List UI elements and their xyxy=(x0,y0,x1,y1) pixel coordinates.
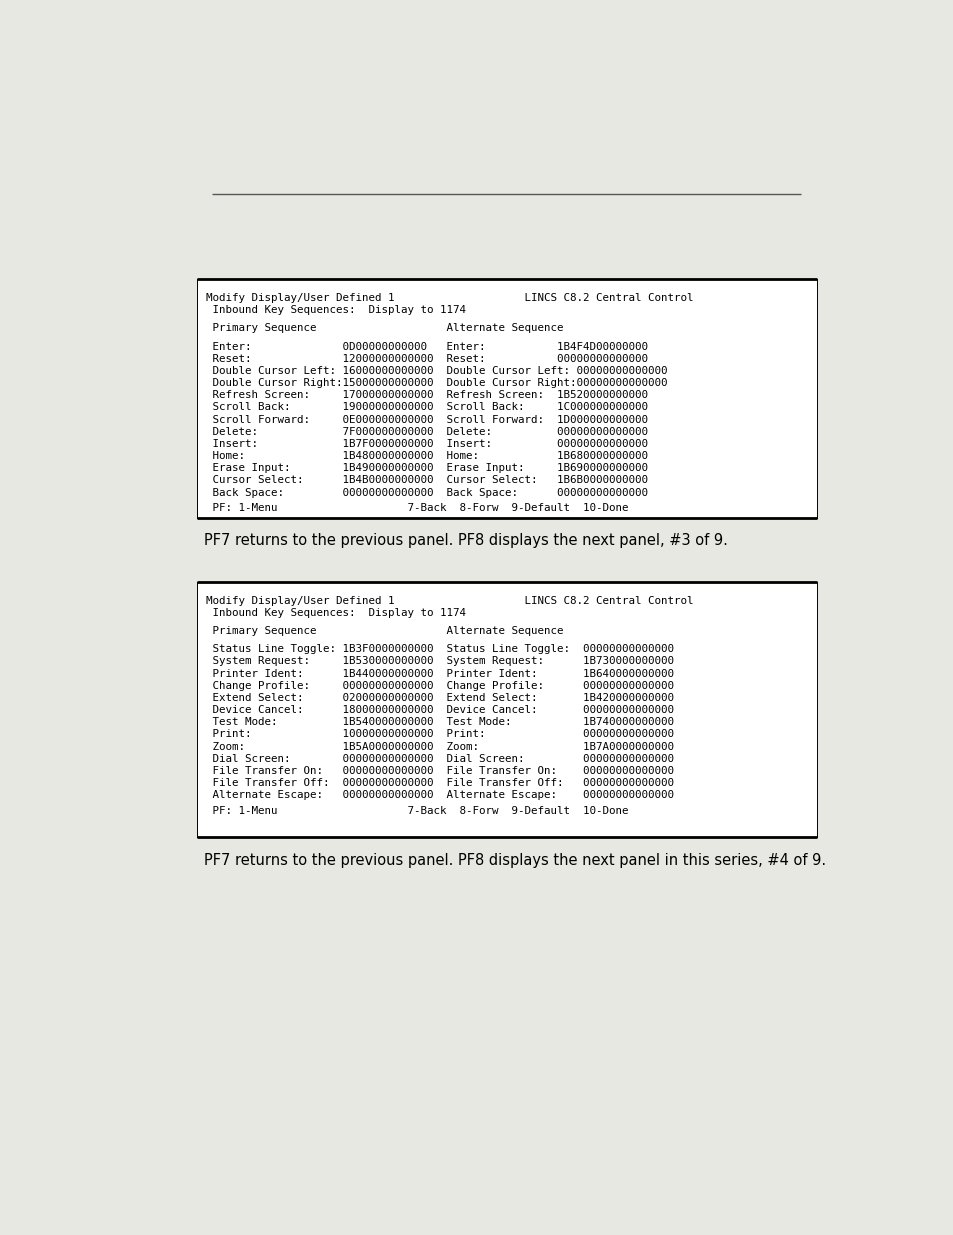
Text: Double Cursor Right:15000000000000  Double Cursor Right:00000000000000: Double Cursor Right:15000000000000 Doubl… xyxy=(206,378,667,388)
Text: Insert:             1B7F0000000000  Insert:          00000000000000: Insert: 1B7F0000000000 Insert: 000000000… xyxy=(206,438,647,450)
Text: Scroll Forward:     0E000000000000  Scroll Forward:  1D000000000000: Scroll Forward: 0E000000000000 Scroll Fo… xyxy=(206,415,647,425)
Text: Primary Sequence                    Alternate Sequence: Primary Sequence Alternate Sequence xyxy=(206,626,563,636)
Text: Zoom:               1B5A0000000000  Zoom:                1B7A0000000000: Zoom: 1B5A0000000000 Zoom: 1B7A000000000… xyxy=(206,741,674,752)
Text: System Request:     1B530000000000  System Request:      1B730000000000: System Request: 1B530000000000 System Re… xyxy=(206,656,674,667)
Bar xyxy=(196,279,816,517)
Text: Inbound Key Sequences:  Display to 1174: Inbound Key Sequences: Display to 1174 xyxy=(206,608,466,618)
Text: PF7 returns to the previous panel. PF8 displays the next panel, #3 of 9.: PF7 returns to the previous panel. PF8 d… xyxy=(204,534,727,548)
Text: Back Space:         00000000000000  Back Space:      00000000000000: Back Space: 00000000000000 Back Space: 0… xyxy=(206,488,647,498)
Text: Modify Display/User Defined 1                    LINCS C8.2 Central Control: Modify Display/User Defined 1 LINCS C8.2… xyxy=(206,595,693,605)
Text: Printer Ident:      1B440000000000  Printer Ident:       1B640000000000: Printer Ident: 1B440000000000 Printer Id… xyxy=(206,668,674,678)
Text: Erase Input:        1B490000000000  Erase Input:     1B690000000000: Erase Input: 1B490000000000 Erase Input:… xyxy=(206,463,647,473)
Text: PF: 1-Menu                    7-Back  8-Forw  9-Default  10-Done: PF: 1-Menu 7-Back 8-Forw 9-Default 10-Do… xyxy=(206,806,628,816)
Text: Dial Screen:        00000000000000  Dial Screen:         00000000000000: Dial Screen: 00000000000000 Dial Screen:… xyxy=(206,753,674,763)
Text: File Transfer Off:  00000000000000  File Transfer Off:   00000000000000: File Transfer Off: 00000000000000 File T… xyxy=(206,778,674,788)
Text: Print:              10000000000000  Print:               00000000000000: Print: 10000000000000 Print: 00000000000… xyxy=(206,730,674,740)
Bar xyxy=(196,582,816,837)
Text: Modify Display/User Defined 1                    LINCS C8.2 Central Control: Modify Display/User Defined 1 LINCS C8.2… xyxy=(206,293,693,303)
Text: Primary Sequence                    Alternate Sequence: Primary Sequence Alternate Sequence xyxy=(206,324,563,333)
Text: PF: 1-Menu                    7-Back  8-Forw  9-Default  10-Done: PF: 1-Menu 7-Back 8-Forw 9-Default 10-Do… xyxy=(206,504,628,514)
Text: Device Cancel:      18000000000000  Device Cancel:       00000000000000: Device Cancel: 18000000000000 Device Can… xyxy=(206,705,674,715)
Text: PF7 returns to the previous panel. PF8 displays the next panel in this series, #: PF7 returns to the previous panel. PF8 d… xyxy=(204,852,825,868)
Text: Cursor Select:      1B4B0000000000  Cursor Select:   1B6B0000000000: Cursor Select: 1B4B0000000000 Cursor Sel… xyxy=(206,475,647,485)
Text: Double Cursor Left: 16000000000000  Double Cursor Left: 00000000000000: Double Cursor Left: 16000000000000 Doubl… xyxy=(206,366,667,375)
Text: File Transfer On:   00000000000000  File Transfer On:    00000000000000: File Transfer On: 00000000000000 File Tr… xyxy=(206,766,674,776)
Text: Home:               1B480000000000  Home:            1B680000000000: Home: 1B480000000000 Home: 1B68000000000… xyxy=(206,451,647,461)
Text: Refresh Screen:     17000000000000  Refresh Screen:  1B520000000000: Refresh Screen: 17000000000000 Refresh S… xyxy=(206,390,647,400)
Text: Extend Select:      02000000000000  Extend Select:       1B420000000000: Extend Select: 02000000000000 Extend Sel… xyxy=(206,693,674,703)
Text: Change Profile:     00000000000000  Change Profile:      00000000000000: Change Profile: 00000000000000 Change Pr… xyxy=(206,680,674,690)
Text: Delete:             7F000000000000  Delete:          00000000000000: Delete: 7F000000000000 Delete: 000000000… xyxy=(206,427,647,437)
Text: Inbound Key Sequences:  Display to 1174: Inbound Key Sequences: Display to 1174 xyxy=(206,305,466,315)
Text: Enter:              0D00000000000   Enter:           1B4F4D00000000: Enter: 0D00000000000 Enter: 1B4F4D000000… xyxy=(206,342,647,352)
Text: Scroll Back:        19000000000000  Scroll Back:     1C000000000000: Scroll Back: 19000000000000 Scroll Back:… xyxy=(206,403,647,412)
Text: Alternate Escape:   00000000000000  Alternate Escape:    00000000000000: Alternate Escape: 00000000000000 Alterna… xyxy=(206,790,674,800)
Text: Reset:              12000000000000  Reset:           00000000000000: Reset: 12000000000000 Reset: 00000000000… xyxy=(206,353,647,364)
Text: Status Line Toggle: 1B3F0000000000  Status Line Toggle:  00000000000000: Status Line Toggle: 1B3F0000000000 Statu… xyxy=(206,645,674,655)
Text: Test Mode:          1B540000000000  Test Mode:           1B740000000000: Test Mode: 1B540000000000 Test Mode: 1B7… xyxy=(206,718,674,727)
